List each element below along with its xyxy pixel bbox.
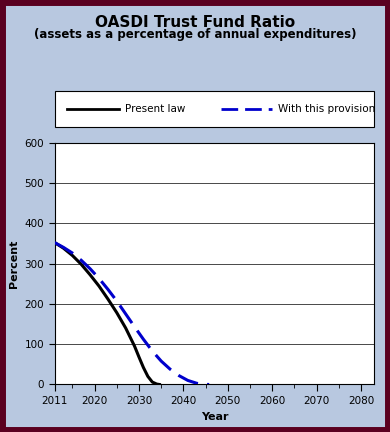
Text: Present law: Present law [125, 104, 185, 114]
Text: OASDI Trust Fund Ratio: OASDI Trust Fund Ratio [95, 15, 295, 30]
Y-axis label: Percent: Percent [9, 239, 19, 288]
X-axis label: Year: Year [201, 412, 228, 422]
Text: (assets as a percentage of annual expenditures): (assets as a percentage of annual expend… [34, 28, 356, 41]
Text: With this provision: With this provision [278, 104, 376, 114]
